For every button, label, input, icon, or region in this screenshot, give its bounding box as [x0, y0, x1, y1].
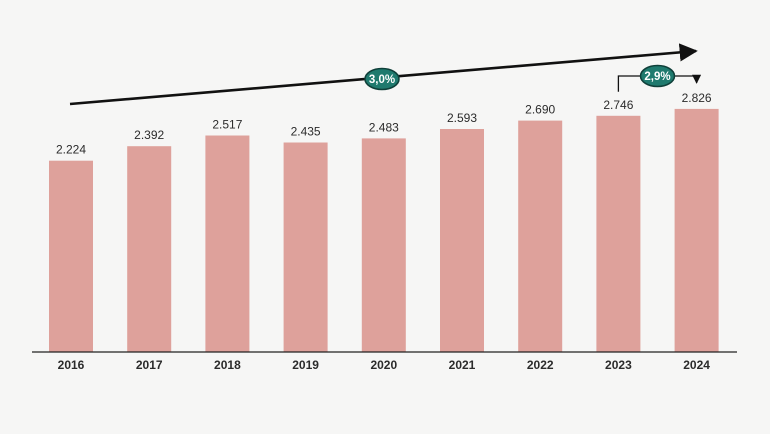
growth-badge-total-label: 3,0% — [369, 74, 395, 86]
value-labels-group: 2.224 2.392 2.517 2.435 2.483 2.593 2.690 2.746… — [56, 91, 712, 157]
x-tick-2020: 2020 — [370, 358, 397, 372]
x-tick-labels-group: 2016 2017 2018 2019 2020 2021 2022 2023 2024 — [58, 358, 711, 372]
value-label-2019: 2.435 — [291, 125, 321, 139]
bar-2024 — [674, 108, 719, 353]
bar-2023 — [596, 115, 641, 352]
x-tick-2022: 2022 — [527, 358, 554, 372]
x-tick-2021: 2021 — [449, 358, 476, 372]
bar-2017 — [127, 146, 172, 352]
bar-2019 — [283, 142, 328, 352]
x-tick-2018: 2018 — [214, 358, 241, 372]
value-label-2022: 2.690 — [525, 103, 555, 117]
x-tick-2019: 2019 — [292, 358, 319, 372]
value-label-2016: 2.224 — [56, 143, 86, 157]
value-label-2024: 2.826 — [682, 91, 712, 105]
value-label-2021: 2.593 — [447, 111, 477, 125]
bar-2016 — [49, 160, 93, 352]
bar-2018 — [205, 135, 250, 352]
x-tick-2024: 2024 — [683, 358, 710, 372]
x-tick-2023: 2023 — [605, 358, 632, 372]
growth-badge-yoy-label: 2,9% — [644, 71, 670, 83]
bar-2022 — [518, 120, 563, 352]
value-label-2020: 2.483 — [369, 120, 399, 134]
x-tick-2016: 2016 — [58, 358, 85, 372]
growth-badge-yoy — [639, 64, 676, 88]
value-label-2023: 2.746 — [603, 98, 633, 112]
bar-2020 — [361, 138, 406, 352]
x-tick-2017: 2017 — [136, 358, 163, 372]
value-label-2018: 2.517 — [212, 118, 242, 132]
annotations-group: 3,0% 2,9% — [69, 43, 702, 106]
growth-badge-total — [364, 67, 400, 91]
value-label-2017: 2.392 — [134, 128, 164, 142]
bar-2021 — [440, 129, 484, 352]
bars-group — [49, 108, 719, 353]
